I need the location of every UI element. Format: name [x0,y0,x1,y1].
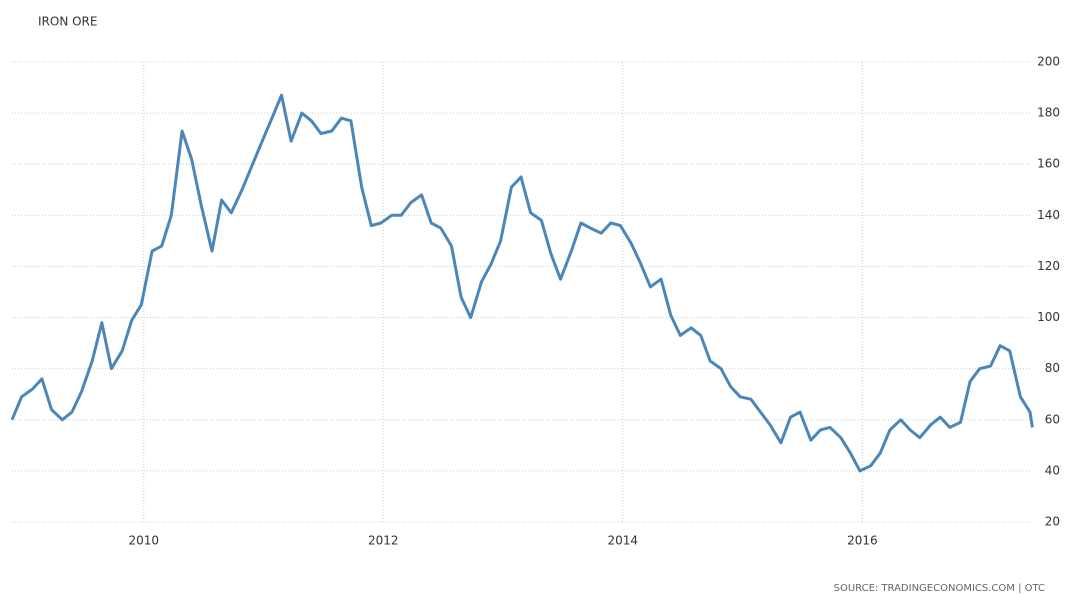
y-tick-label: 20 [1045,515,1060,529]
y-tick-label: 80 [1045,361,1060,375]
x-tick-label: 2012 [368,534,399,548]
x-tick-label: 2010 [128,534,159,548]
chart-title: IRON ORE [38,15,97,29]
y-tick-label: 200 [1037,55,1060,69]
y-tick-label: 100 [1037,310,1060,324]
x-tick-label: 2014 [608,534,639,548]
source: SOURCE: TRADINGECONOMICS.COM | OTC [834,583,1045,594]
y-tick-label: 140 [1037,208,1060,222]
data-line [10,93,1034,473]
y-tick-label: 180 [1037,106,1060,120]
x-tick-label: 2016 [847,534,878,548]
y-tick-label: 120 [1037,259,1060,273]
y-tick-label: 60 [1045,412,1060,426]
y-tick-label: 40 [1045,463,1060,477]
y-tick-label: 160 [1037,157,1060,171]
